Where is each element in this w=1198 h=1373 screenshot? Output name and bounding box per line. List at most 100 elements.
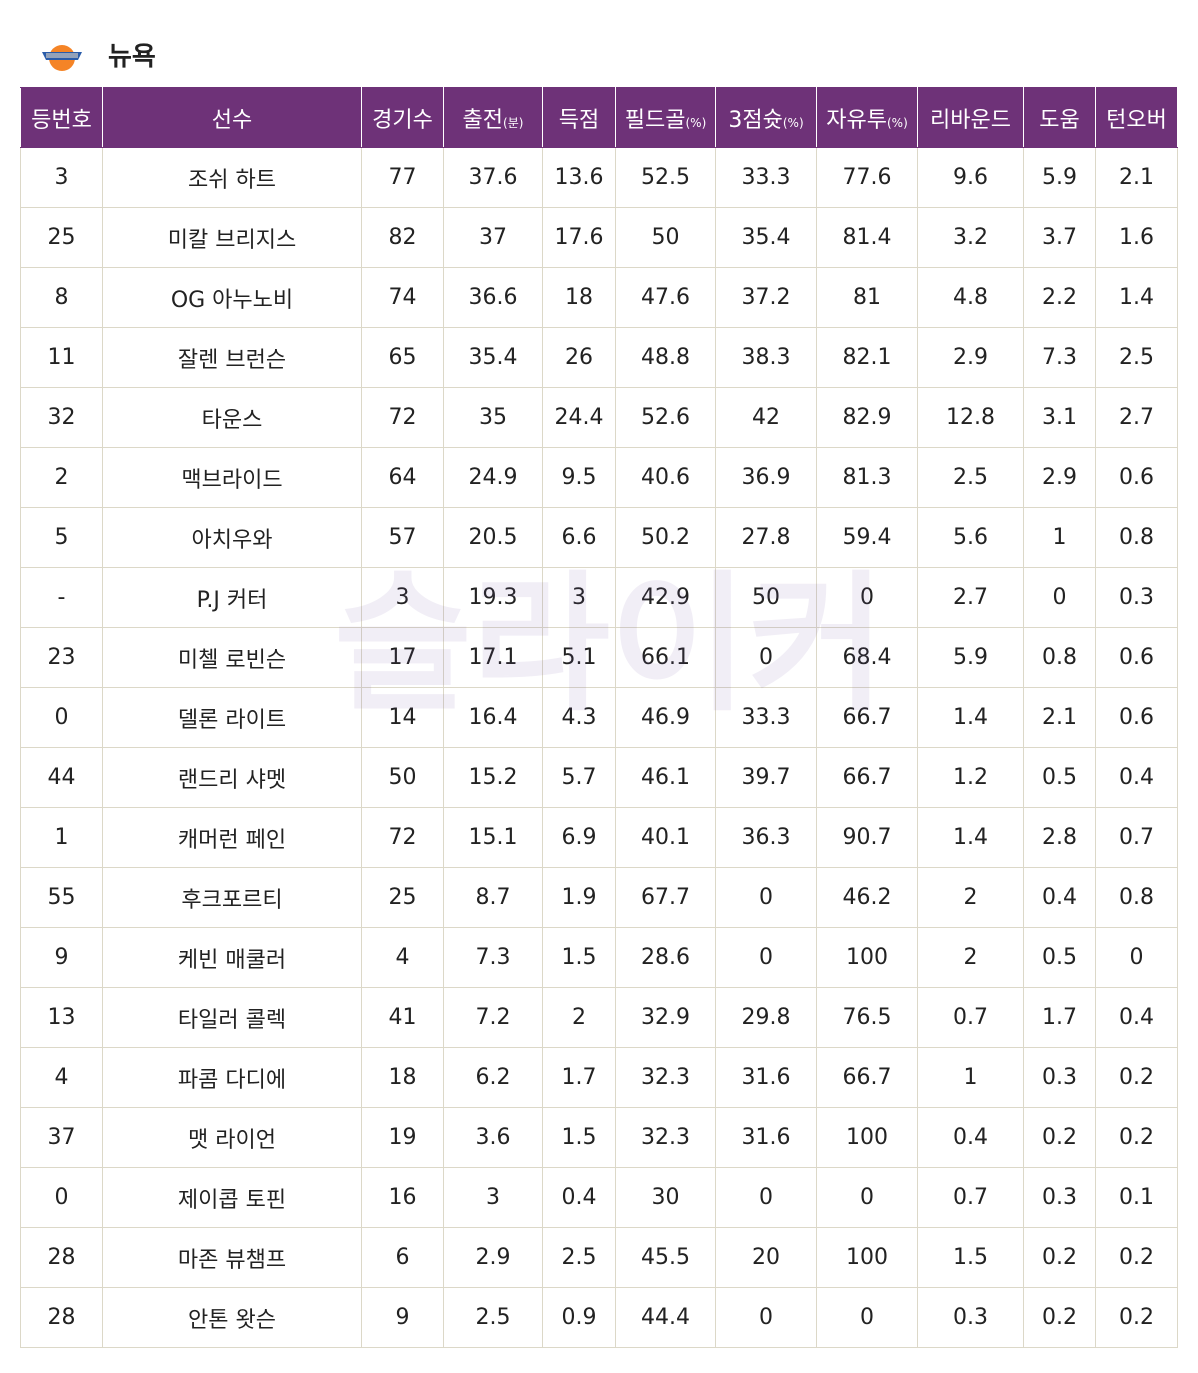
- cell: 0: [20, 1167, 103, 1228]
- cell: 2.5: [542, 1227, 616, 1288]
- cell: 29.8: [715, 987, 817, 1048]
- cell: 2: [917, 927, 1024, 988]
- cell: 2: [917, 867, 1024, 928]
- column-header: 리바운드: [917, 87, 1024, 148]
- cell: 0: [816, 567, 918, 628]
- cell: 0.2: [1095, 1047, 1178, 1108]
- cell: 36.9: [715, 447, 817, 508]
- cell: 2.1: [1023, 687, 1096, 748]
- cell: 100: [816, 1107, 918, 1168]
- cell: 0.9: [542, 1287, 616, 1348]
- cell: 32.3: [615, 1107, 716, 1168]
- cell: 20.5: [443, 507, 543, 568]
- cell: 7.3: [443, 927, 543, 988]
- cell: 9.5: [542, 447, 616, 508]
- cell: 0: [715, 1167, 817, 1228]
- cell: 3.6: [443, 1107, 543, 1168]
- cell: 25: [20, 207, 103, 268]
- stats-table: 등번호 선수 경기수 출전(분) 득점 필드골(%) 3점슛(%) 자유투(%) 리바운드 도움 턴…: [20, 87, 1178, 1348]
- cell: 15.2: [443, 747, 543, 808]
- player-row: 23 미첼 로빈슨 17 17.1 5.1 66.1 0 68.4 5.9 0.8 0.6: [20, 627, 1178, 688]
- player-row: 28 안톤 왓슨 9 2.5 0.9 44.4 0 0 0.3 0.2 0.2: [20, 1287, 1178, 1348]
- cell: 2.7: [1095, 387, 1178, 448]
- cell: 42: [715, 387, 817, 448]
- cell: 41: [361, 987, 444, 1048]
- cell: 5.7: [542, 747, 616, 808]
- cell: 37: [20, 1107, 103, 1168]
- cell: 0.2: [1095, 1287, 1178, 1348]
- cell: 35.4: [443, 327, 543, 388]
- cell: 0: [715, 1287, 817, 1348]
- cell: 제이콥 토핀: [102, 1167, 362, 1228]
- cell: 81.4: [816, 207, 918, 268]
- cell: 100: [816, 927, 918, 988]
- cell: 9.6: [917, 147, 1024, 208]
- cell: 0.3: [1023, 1167, 1096, 1228]
- cell: 2.5: [443, 1287, 543, 1348]
- column-label: 선수: [211, 107, 253, 133]
- cell: 1.7: [1023, 987, 1096, 1048]
- cell: 미첼 로빈슨: [102, 627, 362, 688]
- cell: 0.6: [1095, 627, 1178, 688]
- cell: OG 아누노비: [102, 267, 362, 328]
- cell: 46.1: [615, 747, 716, 808]
- cell: 19: [361, 1107, 444, 1168]
- cell: P.J 커터: [102, 567, 362, 628]
- cell: 1.5: [542, 927, 616, 988]
- cell: 1: [20, 807, 103, 868]
- cell: 타운스: [102, 387, 362, 448]
- player-row: 11 잘렌 브런슨 65 35.4 26 48.8 38.3 82.1 2.9 7.3 2.5: [20, 327, 1178, 388]
- column-label: 등번호: [31, 107, 92, 133]
- player-row: 3 조쉬 하트 77 37.6 13.6 52.5 33.3 77.6 9.6 5.9 2.1: [20, 147, 1178, 208]
- cell: 4: [361, 927, 444, 988]
- cell: 0.3: [917, 1287, 1024, 1348]
- cell: 4.3: [542, 687, 616, 748]
- cell: 81: [816, 267, 918, 328]
- cell: 46.9: [615, 687, 716, 748]
- cell: 1.9: [542, 867, 616, 928]
- cell: 59.4: [816, 507, 918, 568]
- table-body: 3 조쉬 하트 77 37.6 13.6 52.5 33.3 77.6 9.6 5.9 2.1 25 미…: [20, 147, 1178, 1348]
- cell: 17: [361, 627, 444, 688]
- column-label: 도움: [1039, 107, 1080, 133]
- cell: 타일러 콜렉: [102, 987, 362, 1048]
- cell: 4.8: [917, 267, 1024, 328]
- cell: 랜드리 샤멧: [102, 747, 362, 808]
- player-row: 32 타운스 72 35 24.4 52.6 42 82.9 12.8 3.1 2.7: [20, 387, 1178, 448]
- cell: 38.3: [715, 327, 817, 388]
- cell: 15.1: [443, 807, 543, 868]
- column-header: 경기수: [361, 87, 444, 148]
- cell: 90.7: [816, 807, 918, 868]
- cell: 0.2: [1095, 1107, 1178, 1168]
- cell: 28: [20, 1227, 103, 1288]
- cell: 2.2: [1023, 267, 1096, 328]
- cell: 67.7: [615, 867, 716, 928]
- cell: 100: [816, 1227, 918, 1288]
- cell: 31.6: [715, 1047, 817, 1108]
- cell: 68.4: [816, 627, 918, 688]
- cell: 18: [542, 267, 616, 328]
- cell: 1: [917, 1047, 1024, 1108]
- cell: 4: [20, 1047, 103, 1108]
- cell: 델론 라이트: [102, 687, 362, 748]
- cell: 0.6: [1095, 687, 1178, 748]
- cell: 18: [361, 1047, 444, 1108]
- cell: 17.6: [542, 207, 616, 268]
- cell: 0.1: [1095, 1167, 1178, 1228]
- column-header: 득점: [542, 87, 616, 148]
- cell: 52.6: [615, 387, 716, 448]
- cell: 27.8: [715, 507, 817, 568]
- cell: 48.8: [615, 327, 716, 388]
- cell: 1.5: [542, 1107, 616, 1168]
- cell: 26: [542, 327, 616, 388]
- column-label: 득점: [558, 107, 600, 133]
- column-unit: (%): [782, 115, 804, 130]
- cell: 0.7: [917, 1167, 1024, 1228]
- column-label: 자유투: [826, 107, 887, 133]
- cell: 5.9: [1023, 147, 1096, 208]
- cell: 11: [20, 327, 103, 388]
- cell: 0.3: [1023, 1047, 1096, 1108]
- cell: -: [20, 567, 103, 628]
- column-header: 자유투(%): [816, 87, 918, 148]
- column-label: 턴오버: [1106, 107, 1167, 133]
